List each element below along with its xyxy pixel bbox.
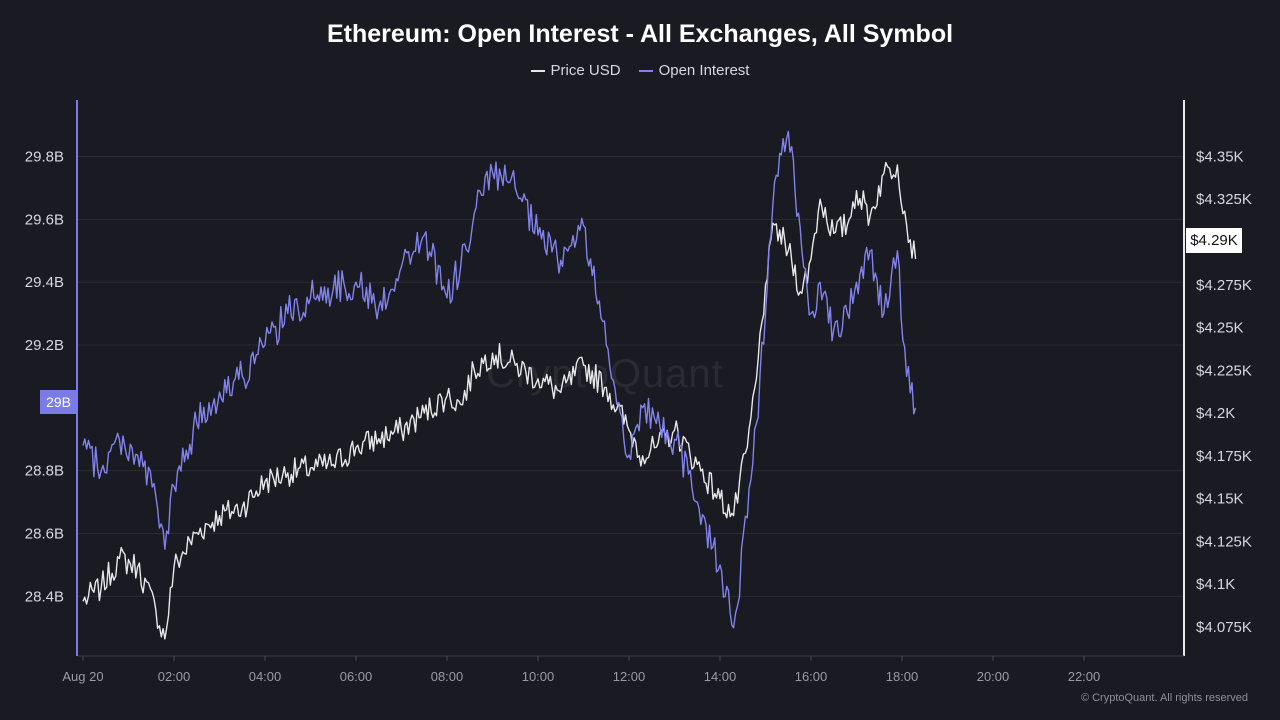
right-axis-tick-label: $4.125K <box>1196 533 1252 550</box>
legend-open-interest-label: Open Interest <box>658 62 750 79</box>
x-axis-tick-label: 04:00 <box>249 669 282 684</box>
x-axis-tick-label: 16:00 <box>795 669 828 684</box>
left-axis-tick-label: 29.6B <box>25 211 64 228</box>
left-axis-tick-label: 28.6B <box>25 525 64 542</box>
right-axis-tick-label: $4.1K <box>1196 576 1235 593</box>
open-interest-series-line[interactable] <box>82 130 917 629</box>
open-interest-line-swatch-icon <box>638 69 653 72</box>
x-axis-tick-label: 06:00 <box>340 669 373 684</box>
legend-item-price[interactable]: Price USD <box>530 62 621 79</box>
right-axis-tick-label: $4.225K <box>1196 362 1252 379</box>
legend-price-label: Price USD <box>550 62 621 79</box>
x-axis-tick-label: 18:00 <box>886 669 919 684</box>
x-axis-tick-label: 08:00 <box>431 669 464 684</box>
chart-legend: Price USD Open Interest <box>0 62 1280 79</box>
x-axis-tick-label: 14:00 <box>704 669 737 684</box>
left-axis-tick-label: 29.4B <box>25 274 64 291</box>
right-axis-tick-label: $4.175K <box>1196 448 1252 465</box>
right-axis-tick-label: $4.15K <box>1196 491 1244 508</box>
right-axis-tick-label: $4.35K <box>1196 148 1244 165</box>
right-axis-tick-label: $4.325K <box>1196 191 1252 208</box>
price-current-value-badge: $4.29K <box>1186 228 1242 253</box>
x-axis-tick-label: 02:00 <box>158 669 191 684</box>
price-line-swatch-icon <box>530 69 545 72</box>
right-axis-tick-label: $4.275K <box>1196 277 1252 294</box>
left-axis-tick-label: 29.2B <box>25 337 64 354</box>
left-axis-tick-label: 28.4B <box>25 588 64 605</box>
left-axis-tick-label: 28.8B <box>25 463 64 480</box>
legend-item-open-interest[interactable]: Open Interest <box>638 62 750 79</box>
x-axis-tick-label: 20:00 <box>977 669 1010 684</box>
open-interest-current-value-badge: 29B <box>40 390 77 414</box>
price-usd-series-line[interactable] <box>82 161 917 640</box>
copyright-notice: © CryptoQuant. All rights reserved <box>1080 692 1248 704</box>
x-axis-tick-label: 10:00 <box>522 669 555 684</box>
x-axis-tick-label: 22:00 <box>1068 669 1101 684</box>
right-axis-tick-label: $4.2K <box>1196 405 1235 422</box>
x-axis-tick-label: 12:00 <box>613 669 646 684</box>
left-axis-tick-label: 29.8B <box>25 149 64 166</box>
x-axis-tick-label: Aug 20 <box>62 669 103 684</box>
right-axis-tick-label: $4.25K <box>1196 320 1244 337</box>
right-axis-tick-label: $4.075K <box>1196 619 1252 636</box>
chart-title: Ethereum: Open Interest - All Exchanges,… <box>326 20 954 48</box>
